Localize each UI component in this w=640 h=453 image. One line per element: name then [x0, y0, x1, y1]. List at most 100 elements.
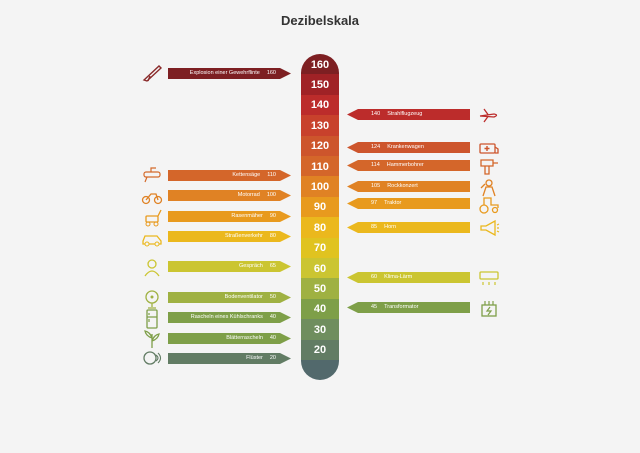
- arrow-shape: [347, 141, 470, 153]
- decibel-value: 97: [371, 200, 378, 206]
- source-name: Rascheln eines Kühlschranks: [190, 314, 263, 320]
- decibel-value: 105: [371, 183, 381, 189]
- arrow-shape: [168, 260, 291, 272]
- arrow-shape: [347, 271, 470, 283]
- decibel-value: 50: [269, 294, 276, 300]
- arrow-right-item: 97 Traktor: [347, 197, 470, 209]
- arrow-shape: [347, 197, 470, 209]
- horn-icon: [478, 217, 500, 239]
- arrow-shape: [168, 332, 291, 344]
- arrow-shape: [168, 67, 291, 79]
- scale-segment: 100: [301, 176, 339, 198]
- fridge-icon: [141, 308, 163, 330]
- arrow-shape: [168, 169, 291, 181]
- arrow-right-item: 124 Krankenwagen: [347, 141, 470, 153]
- arrow-left-item: Kettensäge 110: [168, 169, 291, 181]
- decibel-value: 160: [266, 70, 276, 76]
- arrow-right-item: 45 Transformator: [347, 301, 470, 313]
- decibel-value: 65: [269, 263, 276, 269]
- ambulance-icon: [478, 137, 500, 159]
- conversation-icon: [141, 256, 163, 278]
- scale-segment: 30: [301, 319, 339, 341]
- scale-segment: 120: [301, 135, 339, 157]
- whisper-icon: [141, 348, 163, 370]
- rifle-icon: [141, 62, 163, 84]
- source-name: Kettensäge: [232, 172, 261, 178]
- hammer-drill-icon: [478, 155, 500, 177]
- arrow-right-item: 105 Rockkonzert: [347, 180, 470, 192]
- arrow-shape: [168, 210, 291, 222]
- chainsaw-icon: [141, 164, 163, 186]
- car-icon: [141, 227, 163, 249]
- arrow-shape: [168, 311, 291, 323]
- source-name: Explosion einer Gewehrflinte: [189, 70, 260, 76]
- air-conditioner-icon: [478, 266, 500, 288]
- scale-segment: 110: [301, 156, 339, 177]
- decibel-value: 40: [269, 335, 276, 341]
- source-name: Motorrad: [237, 192, 260, 198]
- source-name: Straßenverkehr: [224, 233, 263, 239]
- arrow-left-item: Explosion einer Gewehrflinte 160: [168, 67, 291, 79]
- decibel-value: 80: [269, 233, 276, 239]
- lawnmower-icon: [141, 206, 163, 228]
- decibel-value: 40: [269, 314, 276, 320]
- transformer-icon: [478, 297, 500, 319]
- decibel-value: 20: [269, 355, 276, 361]
- scale-segment: 80: [301, 217, 339, 239]
- arrow-shape: [168, 291, 291, 303]
- source-name: Blätterrascheln: [226, 335, 263, 341]
- arrow-right-item: 140 Strahlflugzeug: [347, 108, 470, 120]
- scale-segment: 20: [301, 339, 339, 361]
- arrow-shape: [168, 189, 291, 201]
- decibel-value: 114: [371, 162, 380, 168]
- arrow-left-item: Gespräch 65: [168, 260, 291, 272]
- jet-icon: [478, 104, 500, 126]
- decibel-value: 60: [371, 274, 378, 280]
- scale-segment: 130: [301, 115, 339, 137]
- arrow-left-item: Motorrad 100: [168, 189, 291, 201]
- decibel-value: 110: [267, 172, 276, 178]
- source-name: Strahlflugzeug: [387, 111, 423, 117]
- arrow-right-item: 60 Klima-Lärm: [347, 271, 470, 283]
- arrow-shape: [347, 221, 470, 233]
- source-name: Flüster: [246, 355, 263, 361]
- decibel-value: 100: [266, 192, 276, 198]
- decibel-value: 90: [269, 213, 276, 219]
- scale-segment: 60: [301, 258, 339, 279]
- arrow-shape: [347, 159, 470, 171]
- arrow-shape: [347, 108, 470, 120]
- rock-concert-icon: [478, 176, 500, 198]
- arrow-left-item: Straßenverkehr 80: [168, 230, 291, 242]
- decibel-value: 140: [371, 111, 381, 117]
- decibel-value: 124: [371, 144, 381, 150]
- decibel-value: 45: [371, 304, 378, 310]
- motorcycle-icon: [141, 185, 163, 207]
- source-name: Bodenventilator: [224, 294, 263, 300]
- source-name: Klima-Lärm: [384, 274, 413, 280]
- arrow-left-item: Flüster 20: [168, 352, 291, 364]
- scale-segment: [301, 360, 339, 380]
- arrow-shape: [347, 301, 470, 313]
- scale-segment: 40: [301, 298, 339, 320]
- fan-icon: [141, 288, 163, 310]
- arrow-left-item: Rasenmäher 90: [168, 210, 291, 222]
- decibel-value: 85: [371, 224, 378, 230]
- scale-segment: 140: [301, 94, 339, 116]
- decibel-scale: 160 150 140 130 120 110 100 90 80 70 60 50 40 30 20: [301, 54, 339, 380]
- source-name: Hammerbohrer: [386, 162, 424, 168]
- arrow-left-item: Rascheln eines Kühlschranks 40: [168, 311, 291, 323]
- scale-segment: 90: [301, 196, 339, 218]
- source-name: Traktor: [384, 200, 402, 206]
- source-name: Horn: [384, 224, 397, 230]
- source-name: Krankenwagen: [387, 144, 424, 150]
- arrow-left-item: Blätterrascheln 40: [168, 332, 291, 344]
- arrow-right-item: 85 Horn: [347, 221, 470, 233]
- arrow-left-item: Bodenventilator 50: [168, 291, 291, 303]
- source-name: Rasenmäher: [231, 213, 263, 219]
- scale-segment: 160: [301, 54, 339, 75]
- leaves-icon: [141, 328, 163, 350]
- arrow-right-item: 114 Hammerbohrer: [347, 159, 470, 171]
- scale-segment: 70: [301, 237, 339, 259]
- source-name: Gespräch: [239, 263, 263, 269]
- tractor-icon: [478, 193, 500, 215]
